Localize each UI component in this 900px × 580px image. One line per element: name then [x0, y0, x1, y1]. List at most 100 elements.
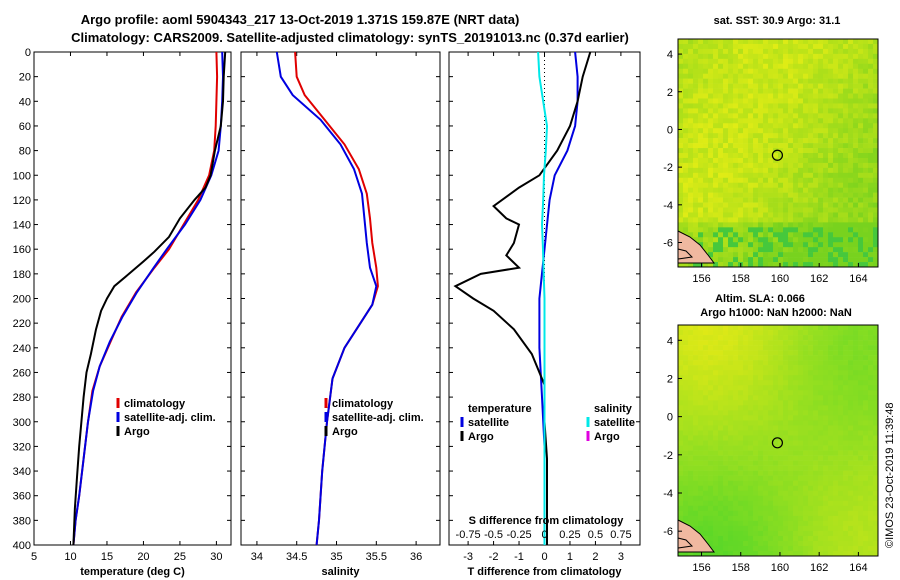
- sla_map-cell: [758, 500, 764, 507]
- sla_map-cell: [688, 385, 694, 391]
- sla_map-cell: [703, 370, 709, 376]
- sst_map-cell: [738, 247, 744, 253]
- sst_map-cell: [683, 167, 689, 174]
- sla_map-cell: [738, 545, 744, 552]
- sla_map-cell: [848, 385, 854, 391]
- sla_map-cell: [828, 540, 834, 547]
- sst_map-cell: [718, 48, 724, 55]
- sst_map-cell: [708, 172, 714, 179]
- sst_map-cell: [753, 227, 759, 233]
- sst_map-cell: [793, 118, 799, 124]
- sst_map-cell: [703, 133, 709, 139]
- sst_map-cell: [788, 123, 794, 129]
- sla_map-cell: [843, 475, 849, 481]
- sst_map-cell: [813, 48, 819, 55]
- sla_map-cell: [868, 340, 874, 346]
- sla_map-cell: [823, 465, 829, 471]
- sst_map-cell: [818, 83, 824, 89]
- sla_map-cell: [853, 490, 859, 497]
- sst_map-cell: [748, 68, 754, 74]
- sla_map-cell: [818, 455, 824, 461]
- sla_map-cell: [758, 405, 764, 411]
- sst_map-cell: [683, 192, 689, 198]
- sla_map-cell: [768, 520, 774, 527]
- sst_map-cell: [768, 232, 774, 238]
- sst_map-cell: [778, 78, 784, 84]
- sst_map-cell: [803, 108, 809, 114]
- sst_map-cell: [733, 98, 739, 104]
- sst_map-cell: [818, 167, 824, 174]
- sla_map-cell: [743, 505, 749, 512]
- sla_map-cell: [813, 355, 819, 361]
- sla_map-cell: [783, 480, 789, 486]
- sst_map-cell: [848, 58, 854, 65]
- sla_map-cell: [853, 460, 859, 466]
- sla_map-cell: [848, 325, 854, 331]
- sst_map-cell: [853, 133, 859, 139]
- sst_map-cell: [833, 108, 839, 114]
- sst_map-cell: [838, 63, 844, 70]
- sst_map-cell: [858, 242, 864, 248]
- sst_map-cell: [853, 222, 859, 228]
- sla_map-cell: [758, 460, 764, 466]
- sla_map-cell: [718, 355, 724, 361]
- sst_map-cell: [763, 148, 769, 154]
- sst_map-argo-position-marker: [771, 149, 784, 161]
- sst_map-cell: [788, 78, 794, 84]
- sla_map-cell: [798, 415, 804, 421]
- sst_map-cell: [778, 143, 784, 149]
- sla_map-cell: [713, 495, 719, 502]
- sla_map-cell: [678, 355, 684, 361]
- sla_map-cell: [778, 530, 784, 537]
- sla_map-cell: [788, 410, 794, 416]
- sla_map-cell: [853, 420, 859, 426]
- sst_map-cell: [708, 217, 714, 223]
- sst_map-cell: [683, 53, 689, 60]
- sla_map-cell: [813, 330, 819, 336]
- sla_map-cell: [818, 525, 824, 532]
- sla_map-cell: [693, 490, 699, 497]
- sla_map-cell: [723, 460, 729, 466]
- sst_map-cell: [773, 262, 779, 268]
- sla_map-cell: [678, 485, 684, 492]
- sst_map-cell: [853, 157, 859, 164]
- sst_map-cell: [823, 202, 829, 208]
- sla_map-cell: [808, 545, 814, 552]
- sla_map-cell: [683, 410, 689, 416]
- sst_map-cell: [793, 148, 799, 154]
- sla_map-cell: [868, 495, 874, 502]
- sla_map-cell: [778, 525, 784, 532]
- sla_map-cell: [818, 470, 824, 476]
- sst_map-cell: [773, 162, 779, 169]
- sla_map-cell: [708, 535, 714, 542]
- sla_map-cell: [783, 540, 789, 547]
- sla_map-cell: [713, 390, 719, 396]
- sst_map-cell: [718, 222, 724, 228]
- sst_map-cell: [748, 138, 754, 144]
- sla_map-cell: [693, 400, 699, 406]
- sla_map-cell: [858, 395, 864, 401]
- sla_map-cell: [728, 440, 734, 446]
- sla_map-cell: [748, 485, 754, 492]
- sst_map-cell: [723, 138, 729, 144]
- sla_map-cell: [763, 420, 769, 426]
- sst_map-cell: [738, 128, 744, 134]
- sla_map-cell: [678, 405, 684, 411]
- sst_map-cell: [718, 68, 724, 74]
- sst_map-cell: [683, 222, 689, 228]
- sst_map-cell: [818, 212, 824, 218]
- sla_map-cell: [823, 510, 829, 517]
- sla_map-cell: [828, 365, 834, 371]
- sla_map-cell: [808, 475, 814, 481]
- sla_map-cell: [818, 410, 824, 416]
- sla_map-cell: [788, 360, 794, 366]
- sst_map-cell: [793, 197, 799, 203]
- sla_map-cell: [728, 380, 734, 386]
- sst_map-cell: [708, 63, 714, 70]
- sst_map-cell: [728, 53, 734, 60]
- sst_map-cell: [733, 43, 739, 50]
- sst_map-cell: [793, 212, 799, 218]
- sla_map-cell: [728, 390, 734, 396]
- sst_map-cell: [703, 58, 709, 65]
- sst_map-cell: [793, 153, 799, 159]
